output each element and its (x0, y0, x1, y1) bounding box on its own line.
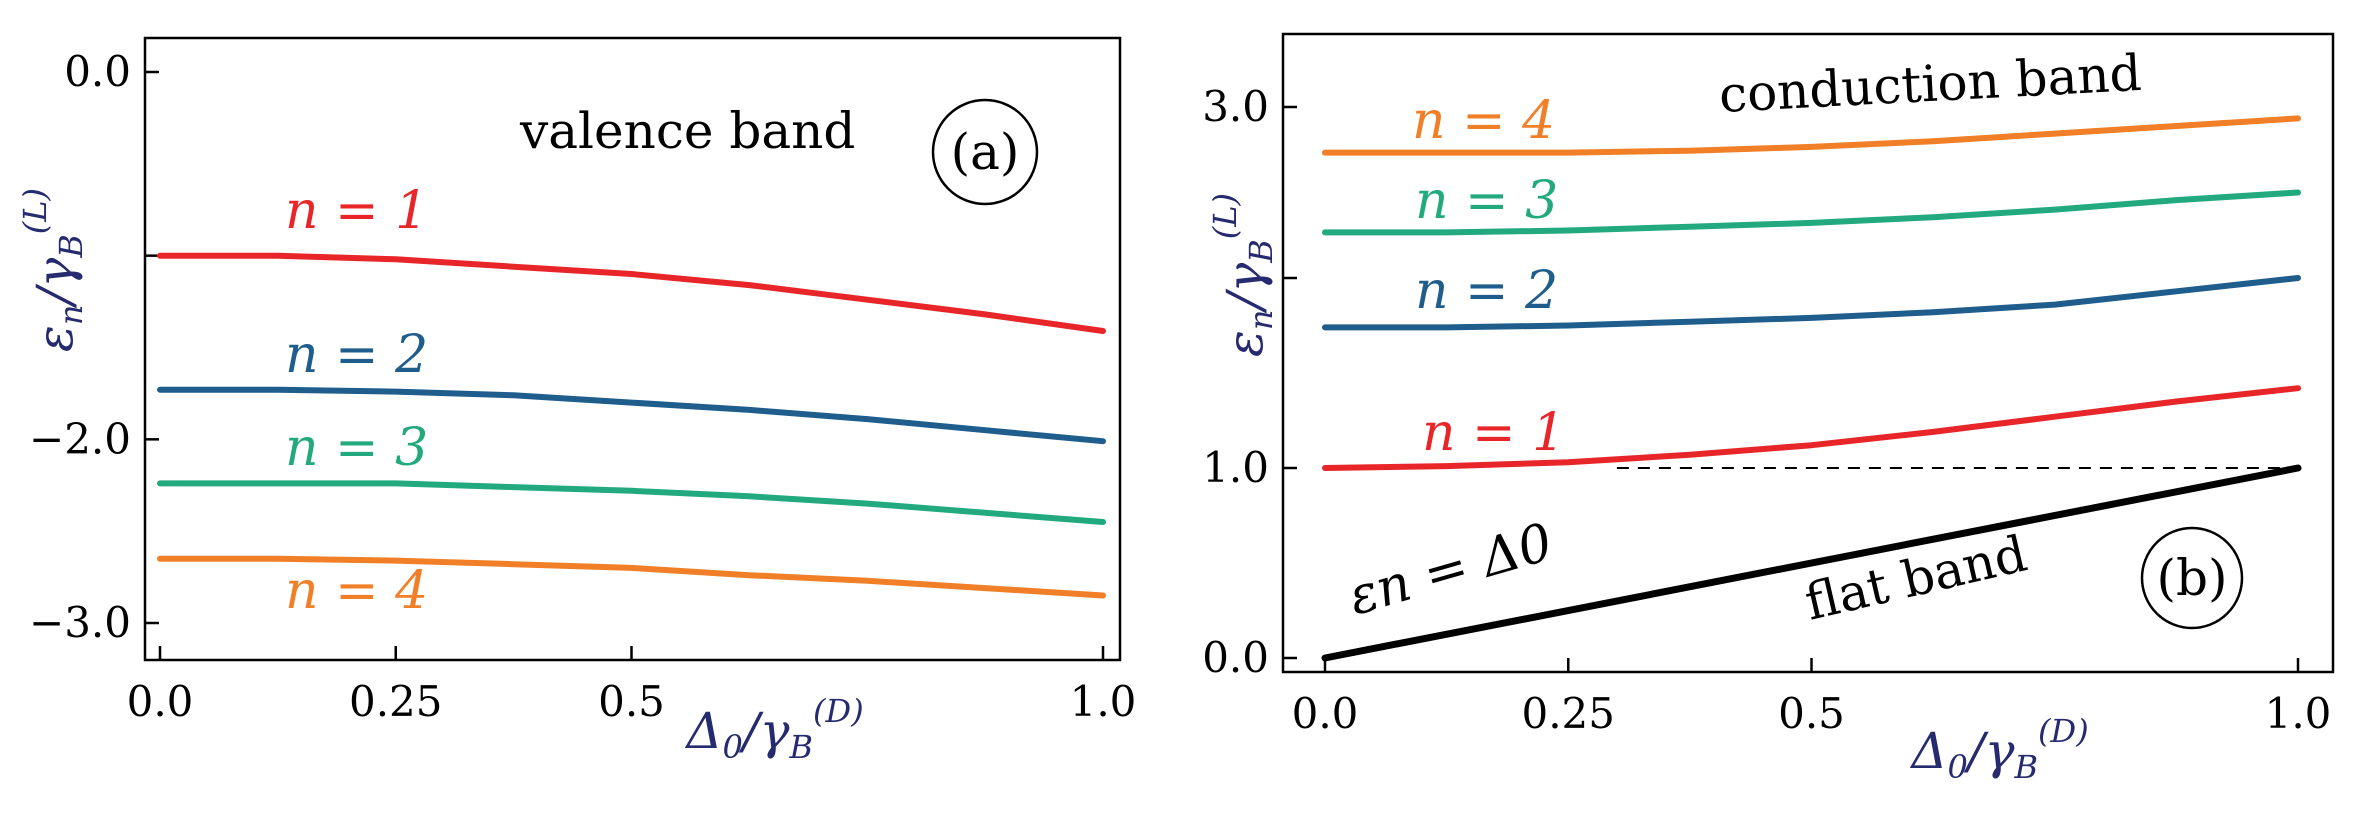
x-tick-label: 0.5 (598, 677, 665, 726)
x-axis-label: Δ0/γB(D) (1909, 712, 2088, 786)
panel-label: (b) (2156, 549, 2227, 607)
plot-frame (1281, 32, 2335, 674)
svg-text:εn/γB(L): εn/γB(L) (1206, 193, 1280, 357)
svg-text:Δ0/γB(D): Δ0/γB(D) (684, 692, 863, 766)
x-tick-label: 0.0 (127, 677, 194, 726)
x-axis-label: Δ0/γB(D) (684, 692, 863, 766)
x-tick-label: 1.0 (2265, 689, 2332, 738)
svg-text:Δ0/γB(D): Δ0/γB(D) (1909, 712, 2088, 786)
series-line-n-1 (1322, 385, 2301, 471)
y-axis-label: εn/γB(L) (16, 188, 90, 352)
band-annotation: conduction band (1718, 44, 2143, 124)
series-label-n-4: n = 4 (285, 561, 428, 621)
chart-panel-a: 0.0 0.25 0.5 1.0 0.0 −2.0 −3.0 n = 1 n = 2 n = 3 n… (16, 36, 1137, 766)
y-axis-label: εn/γB(L) (1206, 193, 1280, 357)
panel-label-circle (931, 98, 1039, 206)
svg-text:εn/γB(L): εn/γB(L) (16, 188, 90, 352)
panel-label: (a) (951, 123, 1020, 181)
x-tick-label: 0.0 (1292, 689, 1359, 738)
series-line-n-2 (157, 386, 1106, 445)
band-annotation: valence band (519, 102, 855, 160)
series-line-n-2 (1322, 275, 2301, 331)
x-tick-label: 0.5 (1778, 689, 1845, 738)
y-tick-label: 0.0 (64, 47, 131, 96)
panel-label-circle (2140, 526, 2244, 630)
flat-band-line-label: εn = Δ0 (1342, 512, 1559, 627)
series-label-n-3: n = 3 (285, 418, 428, 478)
chart-panel-b: 0.0 0.25 0.5 1.0 0.0 1.0 3.0 n = 1 n = 2 n = 3 n =… (1202, 32, 2335, 786)
y-tick-label: −3.0 (29, 598, 131, 647)
x-tick-label: 1.0 (1070, 677, 1137, 726)
series-line-n-3 (1322, 189, 2301, 236)
y-tick-label: 1.0 (1202, 443, 1269, 492)
series-label-n-2: n = 2 (285, 325, 428, 385)
series-line-n-4 (1322, 115, 2301, 156)
series-label-n-1: n = 1 (1422, 403, 1565, 463)
y-tick-label: −2.0 (29, 414, 131, 463)
series-label-n-3: n = 3 (1415, 171, 1558, 231)
series-line--n-0 (1321, 464, 2302, 662)
series-line-n-4 (157, 555, 1106, 599)
series-label-n-4: n = 4 (1412, 91, 1555, 151)
x-tick-label: 0.25 (349, 677, 443, 726)
y-tick-label: 0.0 (1202, 633, 1269, 682)
series-label-n-1: n = 1 (285, 181, 428, 241)
y-tick-label: 3.0 (1202, 82, 1269, 131)
series-label-n-2: n = 2 (1415, 261, 1558, 321)
x-tick-label: 0.25 (1521, 689, 1615, 738)
series-line-n-1 (157, 252, 1106, 334)
series-line-n-3 (157, 480, 1106, 525)
